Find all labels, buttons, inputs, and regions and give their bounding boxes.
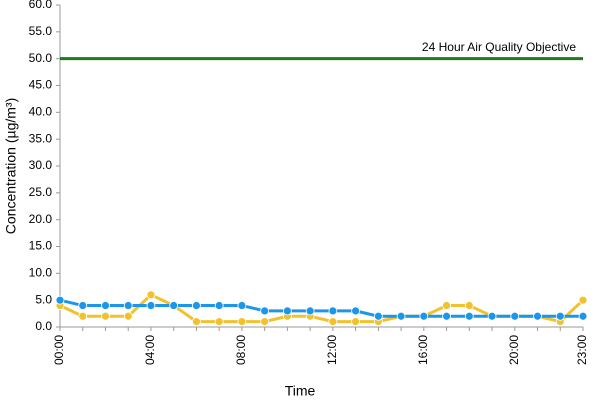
data-point [237, 301, 247, 310]
x-tick-label: 04:00 [143, 335, 157, 365]
data-point [192, 317, 201, 327]
data-point [442, 301, 451, 310]
data-point [214, 317, 224, 327]
y-tick-label: 15.0 [29, 239, 53, 253]
x-tick-label: 00:00 [52, 335, 66, 365]
data-point [260, 306, 270, 316]
data-point [533, 311, 542, 321]
data-point [328, 317, 338, 327]
x-tick-label: 16:00 [416, 335, 430, 365]
y-tick-label: 5.0 [35, 292, 52, 306]
data-point [78, 311, 88, 321]
data-point [555, 311, 565, 321]
y-tick-label: 25.0 [29, 185, 53, 199]
x-tick-label: 08:00 [234, 335, 248, 365]
data-point [464, 301, 474, 310]
data-point [123, 311, 133, 321]
data-point [101, 301, 110, 310]
data-point [123, 301, 133, 310]
data-point [282, 306, 292, 316]
data-point [78, 301, 88, 310]
data-point [146, 301, 156, 310]
y-tick-label: 50.0 [29, 51, 53, 65]
data-point [351, 317, 361, 327]
y-axis-title: Concentration (µg/m³) [3, 98, 19, 234]
data-point [169, 301, 179, 310]
y-tick-label: 0.0 [35, 319, 52, 333]
data-point [373, 311, 383, 321]
data-point [419, 311, 429, 321]
data-point [396, 311, 406, 321]
data-point [578, 311, 588, 321]
data-point [146, 290, 156, 300]
data-point [192, 301, 201, 310]
x-tick-label: 12:00 [325, 335, 339, 365]
y-tick-label: 10.0 [29, 266, 53, 280]
objective-label: 24 Hour Air Quality Objective [422, 40, 576, 54]
x-tick-label: 20:00 [507, 335, 521, 365]
data-point [214, 301, 224, 310]
y-tick-label: 45.0 [29, 78, 53, 92]
y-tick-label: 40.0 [29, 105, 53, 119]
data-point [578, 295, 588, 305]
y-tick-label: 60.0 [29, 0, 53, 11]
data-point [442, 311, 451, 321]
y-tick-label: 55.0 [29, 24, 53, 38]
data-point [510, 311, 520, 321]
data-point [260, 317, 270, 327]
data-point [101, 311, 110, 321]
y-tick-label: 35.0 [29, 131, 53, 145]
y-tick-label: 30.0 [29, 158, 53, 172]
data-point [464, 311, 474, 321]
y-tick-label: 20.0 [29, 212, 53, 226]
data-point [55, 295, 65, 305]
x-axis-title: Time [285, 383, 316, 399]
x-tick-label: 23:00 [575, 335, 589, 365]
data-point [305, 306, 315, 316]
data-point [328, 306, 338, 316]
data-point [237, 317, 247, 327]
data-point [351, 306, 361, 316]
data-point [487, 311, 497, 321]
